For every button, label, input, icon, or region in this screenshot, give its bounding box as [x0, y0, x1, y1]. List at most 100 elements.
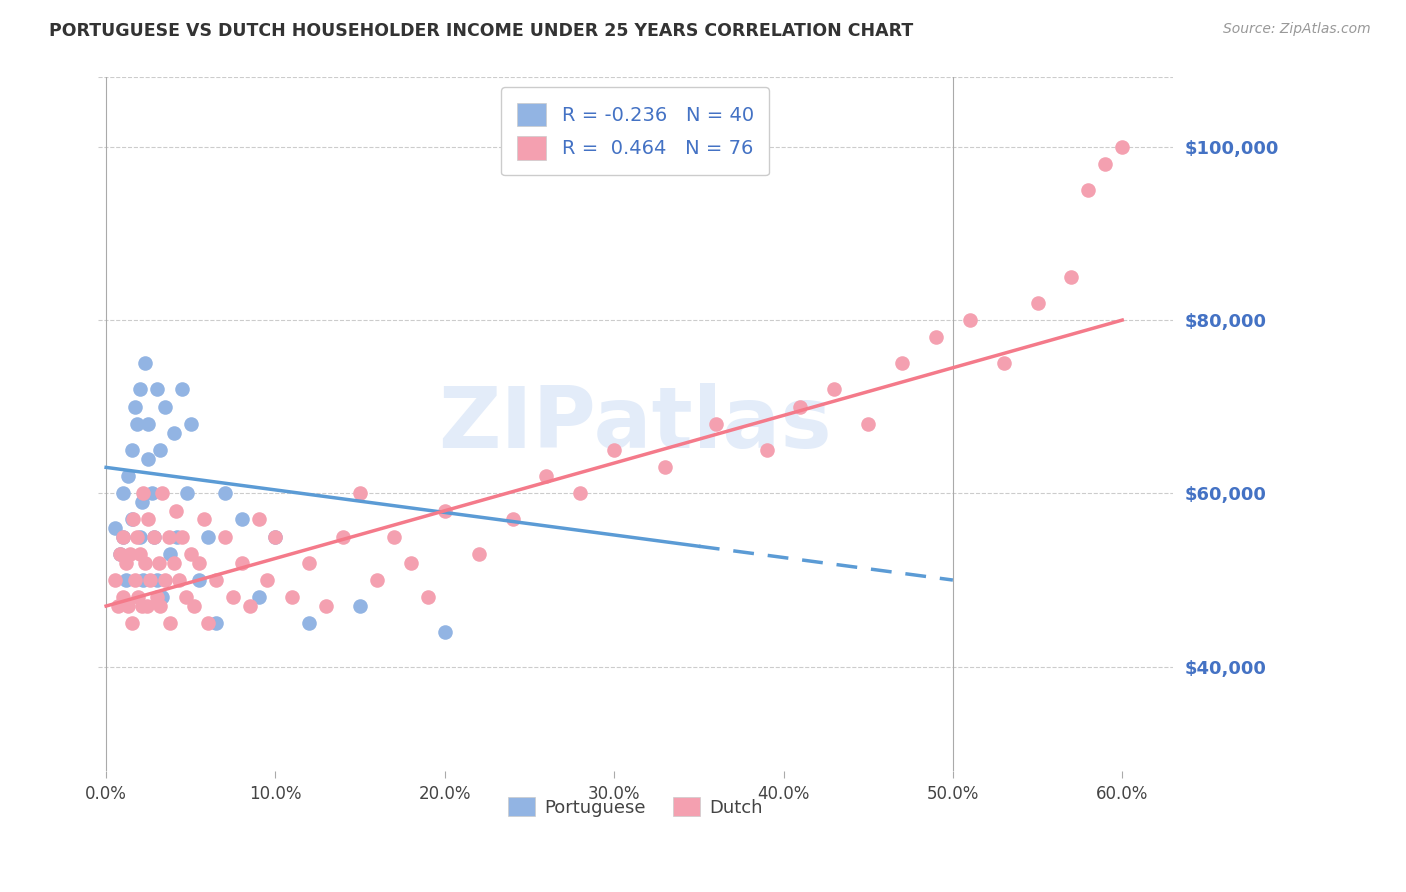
Point	[264, 530, 287, 544]
Point	[146, 573, 169, 587]
Point	[165, 504, 187, 518]
Point	[231, 556, 253, 570]
Point	[891, 356, 914, 370]
Point	[134, 356, 156, 370]
Point	[183, 599, 205, 613]
Point	[124, 400, 146, 414]
Point	[112, 486, 135, 500]
Point	[104, 521, 127, 535]
Point	[1060, 269, 1083, 284]
Point	[993, 356, 1015, 370]
Point	[112, 530, 135, 544]
Point	[959, 313, 981, 327]
Point	[180, 547, 202, 561]
Point	[823, 383, 845, 397]
Point	[239, 599, 262, 613]
Point	[122, 512, 145, 526]
Point	[205, 573, 228, 587]
Point	[1094, 157, 1116, 171]
Point	[332, 530, 354, 544]
Point	[231, 512, 253, 526]
Point	[142, 530, 165, 544]
Point	[502, 512, 524, 526]
Point	[247, 591, 270, 605]
Point	[121, 616, 143, 631]
Point	[188, 573, 211, 587]
Point	[193, 512, 215, 526]
Point	[134, 556, 156, 570]
Point	[138, 512, 160, 526]
Point	[108, 547, 131, 561]
Point	[117, 599, 139, 613]
Point	[1026, 295, 1049, 310]
Point	[155, 573, 177, 587]
Point	[298, 616, 321, 631]
Point	[117, 469, 139, 483]
Point	[148, 556, 170, 570]
Point	[112, 530, 135, 544]
Point	[129, 530, 152, 544]
Point	[149, 443, 172, 458]
Point	[131, 599, 153, 613]
Point	[149, 599, 172, 613]
Point	[132, 486, 155, 500]
Point	[166, 530, 188, 544]
Point	[433, 625, 456, 640]
Legend: Portuguese, Dutch: Portuguese, Dutch	[501, 790, 769, 824]
Point	[264, 530, 287, 544]
Point	[132, 573, 155, 587]
Point	[399, 556, 422, 570]
Point	[155, 400, 177, 414]
Point	[603, 443, 626, 458]
Point	[174, 591, 197, 605]
Point	[138, 417, 160, 431]
Point	[197, 530, 219, 544]
Point	[129, 547, 152, 561]
Point	[789, 400, 811, 414]
Point	[222, 591, 245, 605]
Point	[214, 530, 236, 544]
Point	[1111, 140, 1133, 154]
Point	[433, 504, 456, 518]
Point	[108, 547, 131, 561]
Point	[159, 547, 181, 561]
Point	[176, 486, 198, 500]
Point	[121, 512, 143, 526]
Point	[124, 573, 146, 587]
Point	[172, 383, 194, 397]
Point	[163, 425, 186, 440]
Text: Source: ZipAtlas.com: Source: ZipAtlas.com	[1223, 22, 1371, 37]
Point	[298, 556, 321, 570]
Point	[704, 417, 727, 431]
Point	[654, 460, 676, 475]
Point	[141, 486, 163, 500]
Point	[214, 486, 236, 500]
Point	[281, 591, 304, 605]
Point	[536, 469, 558, 483]
Point	[256, 573, 278, 587]
Point	[115, 556, 138, 570]
Point	[129, 383, 152, 397]
Point	[125, 530, 148, 544]
Point	[569, 486, 592, 500]
Point	[366, 573, 388, 587]
Point	[349, 486, 371, 500]
Point	[121, 443, 143, 458]
Point	[159, 616, 181, 631]
Point	[139, 573, 162, 587]
Point	[127, 591, 149, 605]
Point	[315, 599, 337, 613]
Point	[131, 495, 153, 509]
Point	[115, 573, 138, 587]
Point	[146, 591, 169, 605]
Point	[150, 486, 173, 500]
Point	[856, 417, 879, 431]
Point	[112, 591, 135, 605]
Point	[157, 530, 180, 544]
Point	[118, 547, 141, 561]
Point	[416, 591, 439, 605]
Point	[142, 530, 165, 544]
Point	[197, 616, 219, 631]
Point	[1077, 183, 1099, 197]
Point	[167, 573, 190, 587]
